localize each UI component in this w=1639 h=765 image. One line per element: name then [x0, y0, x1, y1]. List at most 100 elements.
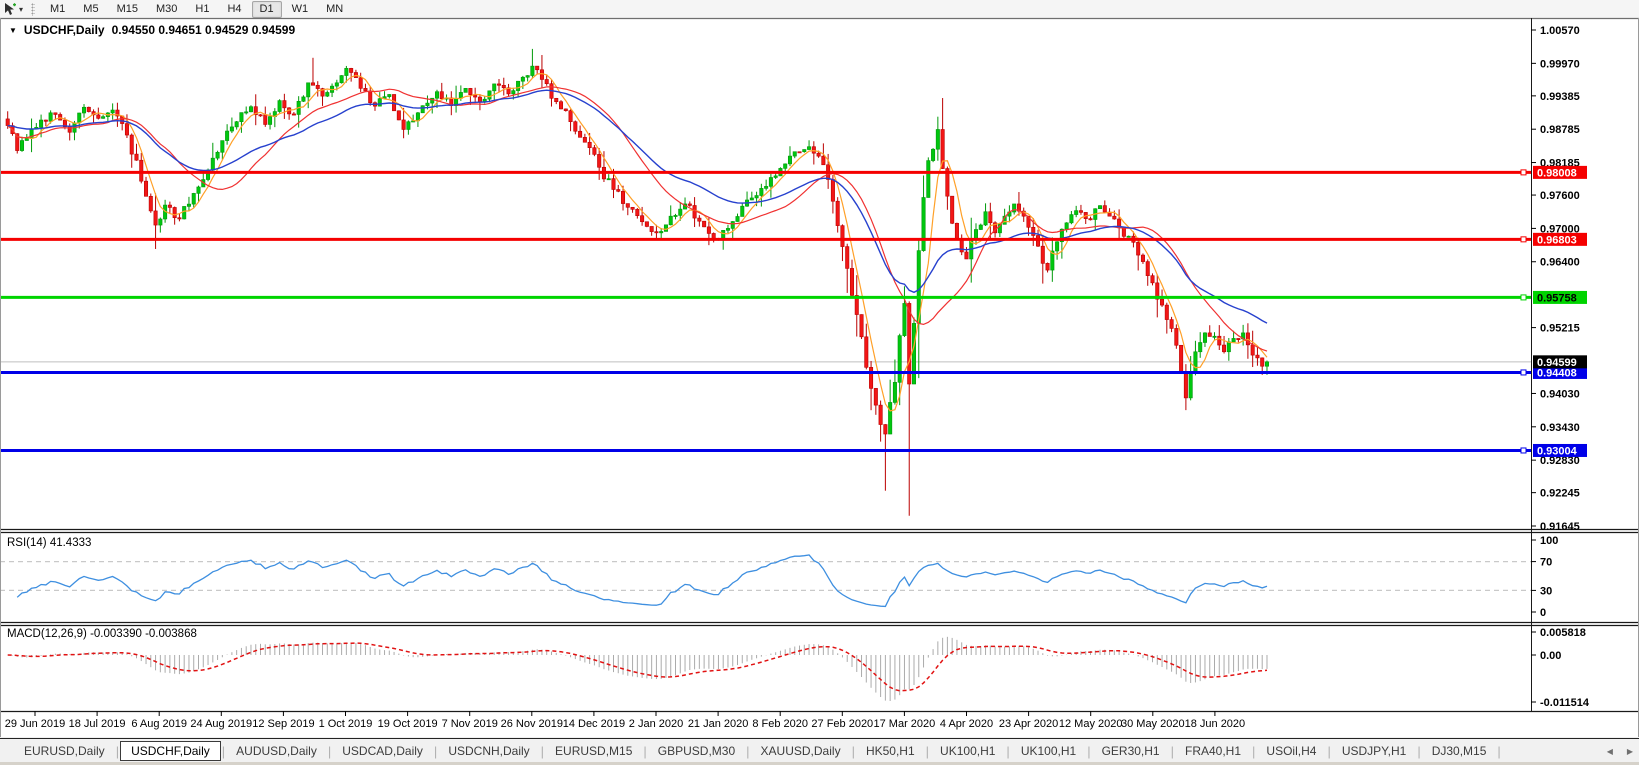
tab-separator: |	[1497, 743, 1501, 759]
tab-separator: |	[643, 743, 647, 759]
chart-tab-uk100-h1[interactable]: UK100,H1	[1020, 744, 1077, 758]
svg-text:0.97600: 0.97600	[1540, 190, 1580, 202]
svg-text:100: 100	[1540, 535, 1558, 547]
svg-text:0.92245: 0.92245	[1540, 488, 1580, 500]
svg-text:29 Jun 2019: 29 Jun 2019	[5, 718, 66, 730]
svg-text:0.93430: 0.93430	[1540, 422, 1580, 434]
chart-tab-uk100-h1[interactable]: UK100,H1	[940, 744, 996, 758]
svg-text:7 Nov 2019: 7 Nov 2019	[442, 718, 498, 730]
svg-text:6 Aug 2019: 6 Aug 2019	[131, 718, 187, 730]
chart-tab-usdcad-daily[interactable]: USDCAD,Daily	[342, 744, 423, 758]
svg-text:0.92830: 0.92830	[1540, 455, 1580, 467]
svg-text:0.93004: 0.93004	[1537, 445, 1578, 457]
svg-text:0: 0	[1540, 607, 1546, 619]
tab-separator: |	[433, 743, 438, 759]
svg-text:30 May 2020: 30 May 2020	[1121, 718, 1185, 730]
svg-text:-0.011514: -0.011514	[1540, 697, 1590, 709]
timeframe-button-w1[interactable]: W1	[291, 2, 309, 15]
tab-separator: |	[851, 743, 855, 759]
svg-text:0.98785: 0.98785	[1540, 124, 1580, 136]
chart-tab-eurusd-daily[interactable]: EURUSD,Daily	[24, 744, 105, 758]
svg-text:0.95215: 0.95215	[1540, 323, 1580, 335]
timeframe-button-d1[interactable]: D1	[251, 0, 282, 18]
date-axis: 29 Jun 2019 18 Jul 2019 6 Aug 2019 24 Aug 2…	[5, 711, 1245, 730]
svg-text:0.005818: 0.005818	[1540, 627, 1586, 639]
timeframe-button-h4[interactable]: H4	[227, 2, 242, 15]
tab-separator: |	[1417, 743, 1421, 759]
svg-text:1 Oct 2019: 1 Oct 2019	[319, 718, 373, 730]
chart-tab-audusd-daily[interactable]: AUDUSD,Daily	[236, 744, 317, 758]
svg-text:1.00570: 1.00570	[1540, 25, 1580, 37]
chart-tab-hk50-h1[interactable]: HK50,H1	[865, 744, 915, 758]
macd-panel	[7, 636, 1268, 701]
chart-cursor-icon[interactable]	[2, 2, 18, 16]
svg-text:23 Apr 2020: 23 Apr 2020	[999, 718, 1058, 730]
svg-text:0.94030: 0.94030	[1540, 388, 1580, 400]
svg-text:12 Sep 2019: 12 Sep 2019	[252, 718, 314, 730]
svg-text:17 Mar 2020: 17 Mar 2020	[874, 718, 936, 730]
price-axis: 1.005700.999700.993850.987850.981850.976…	[1531, 25, 1590, 709]
timeframe-button-m15[interactable]: M15	[116, 2, 138, 15]
timeframe-buttons: M1 M5 M15 M30 H1 H4 D1 W1 MN	[41, 0, 352, 18]
chart-tab-ger30-h1[interactable]: GER30,H1	[1101, 744, 1160, 758]
svg-text:0.00: 0.00	[1540, 650, 1561, 662]
svg-text:0.95758: 0.95758	[1537, 292, 1577, 304]
panel-backgrounds	[0, 18, 1639, 737]
timeframe-button-h1[interactable]: H1	[195, 2, 210, 15]
chart-tab-xauusd-daily[interactable]: XAUUSD,Daily	[760, 744, 841, 758]
price-chart[interactable]: 1.005700.999700.993850.987850.981850.976…	[0, 0, 1639, 738]
chart-tab-gbpusd-m30[interactable]: GBPUSD,M30	[657, 744, 736, 758]
chart-tab-bar: EURUSD,Daily | USDCHF,Daily | AUDUSD,Daily | U…	[0, 738, 1639, 763]
chart-tab-usdjpy-h1[interactable]: USDJPY,H1	[1341, 744, 1407, 758]
svg-text:0.99385: 0.99385	[1540, 91, 1580, 103]
svg-text:0.96803: 0.96803	[1537, 234, 1577, 246]
tab-separator: |	[115, 743, 120, 759]
tab-separator: |	[1087, 743, 1091, 759]
svg-text:27 Feb 2020: 27 Feb 2020	[811, 718, 873, 730]
tab-separator: |	[1327, 743, 1331, 759]
macd-signal-line	[7, 642, 1268, 692]
svg-text:4 Apr 2020: 4 Apr 2020	[940, 718, 993, 730]
chart-tab-fra40-h1[interactable]: FRA40,H1	[1185, 744, 1242, 758]
svg-text:0.97000: 0.97000	[1540, 223, 1580, 235]
svg-text:70: 70	[1540, 557, 1552, 569]
svg-text:24 Aug 2019: 24 Aug 2019	[190, 718, 252, 730]
svg-text:2 Jan 2020: 2 Jan 2020	[629, 718, 683, 730]
svg-text:0.94408: 0.94408	[1537, 367, 1577, 379]
chart-tab-eurusd-m15[interactable]: EURUSD,M15	[555, 744, 633, 758]
svg-text:0.91645: 0.91645	[1540, 521, 1580, 533]
tab-separator: |	[1170, 743, 1174, 759]
svg-text:0.96400: 0.96400	[1540, 257, 1580, 269]
tabs-scroll-right-icon[interactable]: ▶	[1626, 746, 1633, 756]
svg-text:26 Nov 2019: 26 Nov 2019	[501, 718, 563, 730]
tab-separator: |	[1006, 743, 1010, 759]
svg-text:18 Jul 2019: 18 Jul 2019	[69, 718, 126, 730]
chart-tab-dj30-m15[interactable]: DJ30,M15	[1431, 744, 1487, 758]
tab-separator: |	[327, 743, 332, 759]
timeframe-button-m5[interactable]: M5	[83, 2, 99, 15]
timeframe-button-m30[interactable]: M30	[155, 2, 178, 15]
timeframe-button-m1[interactable]: M1	[50, 2, 66, 15]
status-strip	[0, 762, 1639, 765]
svg-text:30: 30	[1540, 585, 1552, 597]
svg-text:0.94599: 0.94599	[1537, 357, 1577, 369]
chart-tabs: EURUSD,Daily | USDCHF,Daily | AUDUSD,Daily | U…	[0, 739, 1502, 763]
svg-text:0.99970: 0.99970	[1540, 58, 1580, 70]
svg-text:21 Jan 2020: 21 Jan 2020	[688, 718, 749, 730]
horizontal-lines	[0, 169, 1531, 454]
svg-text:8 Feb 2020: 8 Feb 2020	[752, 718, 808, 730]
tabs-scroll-left-icon[interactable]: ◀	[1606, 746, 1613, 756]
svg-text:14 Dec 2019: 14 Dec 2019	[563, 718, 625, 730]
chart-tab-usdcnh-daily[interactable]: USDCNH,Daily	[448, 744, 530, 758]
chevron-down-icon[interactable]: ▾	[19, 4, 24, 14]
tab-scroll-controls: ◀ ▶	[1607, 739, 1633, 763]
svg-text:12 May 2020: 12 May 2020	[1059, 718, 1123, 730]
chart-tab-usdchf-daily[interactable]: USDCHF,Daily	[120, 741, 221, 761]
svg-text:19 Oct 2019: 19 Oct 2019	[378, 718, 438, 730]
chart-tab-usoil-h4[interactable]: USOil,H4	[1266, 744, 1317, 758]
tab-separator: |	[746, 743, 750, 759]
svg-text:0.98008: 0.98008	[1537, 167, 1577, 179]
tab-separator: |	[221, 743, 226, 759]
timeframe-button-mn[interactable]: MN	[326, 2, 344, 15]
toolbar-grip	[31, 2, 36, 16]
